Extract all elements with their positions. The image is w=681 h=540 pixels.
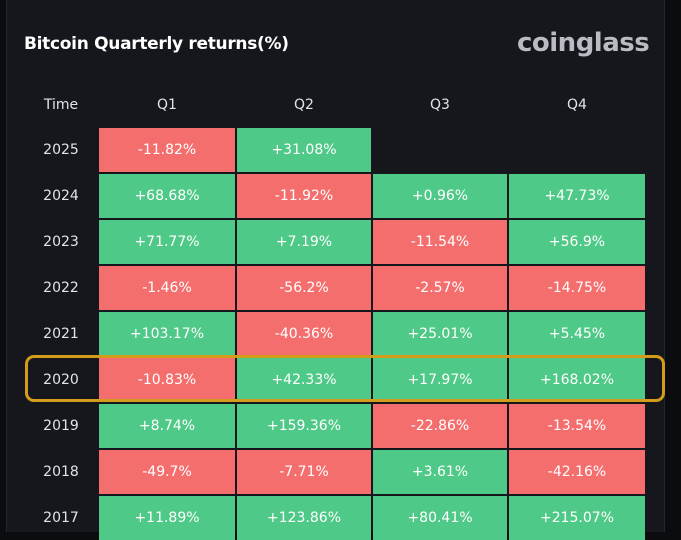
return-cell: +5.45% bbox=[509, 312, 645, 356]
return-cell: +80.41% bbox=[373, 496, 507, 540]
return-cell: +68.68% bbox=[99, 174, 235, 218]
return-cell: -14.75% bbox=[509, 266, 645, 310]
return-cell: +215.07% bbox=[509, 496, 645, 540]
coinglass-logo: coinglass bbox=[517, 28, 650, 58]
return-cell: +123.86% bbox=[237, 496, 371, 540]
return-cell: +31.08% bbox=[237, 128, 371, 172]
return-cell: -22.86% bbox=[373, 404, 507, 448]
return-cell: -49.7% bbox=[99, 450, 235, 494]
return-cell: -11.54% bbox=[373, 220, 507, 264]
return-cell: -56.2% bbox=[237, 266, 371, 310]
column-header-q2: Q2 bbox=[294, 97, 314, 113]
return-cell: -40.36% bbox=[237, 312, 371, 356]
row-year-label: 2023 bbox=[43, 234, 79, 250]
row-year-label: 2020 bbox=[43, 372, 79, 388]
row-year-label: 2019 bbox=[43, 418, 79, 434]
return-cell: +159.36% bbox=[237, 404, 371, 448]
column-header-q1: Q1 bbox=[157, 97, 177, 113]
return-cell: -10.83% bbox=[99, 358, 235, 402]
row-year-label: 2018 bbox=[43, 464, 79, 480]
return-cell: -2.57% bbox=[373, 266, 507, 310]
return-cell: -13.54% bbox=[509, 404, 645, 448]
return-cell: +17.97% bbox=[373, 358, 507, 402]
return-cell: -42.16% bbox=[509, 450, 645, 494]
return-cell: +168.02% bbox=[509, 358, 645, 402]
column-header-q3: Q3 bbox=[430, 97, 450, 113]
column-header-time: Time bbox=[43, 97, 79, 113]
return-cell: +42.33% bbox=[237, 358, 371, 402]
return-cell: +71.77% bbox=[99, 220, 235, 264]
return-cell: -1.46% bbox=[99, 266, 235, 310]
row-year-label: 2021 bbox=[43, 326, 79, 342]
return-cell: +103.17% bbox=[99, 312, 235, 356]
return-cell: +3.61% bbox=[373, 450, 507, 494]
return-cell: -11.82% bbox=[99, 128, 235, 172]
return-cell: +56.9% bbox=[509, 220, 645, 264]
return-cell: +7.19% bbox=[237, 220, 371, 264]
return-cell: +0.96% bbox=[373, 174, 507, 218]
return-cell: -11.92% bbox=[237, 174, 371, 218]
row-year-label: 2024 bbox=[43, 188, 79, 204]
return-cell: -7.71% bbox=[237, 450, 371, 494]
column-header-q4: Q4 bbox=[567, 97, 587, 113]
panel-title: Bitcoin Quarterly returns(%) bbox=[24, 34, 289, 54]
return-cell: +25.01% bbox=[373, 312, 507, 356]
return-cell: +47.73% bbox=[509, 174, 645, 218]
return-cell: +8.74% bbox=[99, 404, 235, 448]
row-year-label: 2022 bbox=[43, 280, 79, 296]
row-year-label: 2025 bbox=[43, 142, 79, 158]
row-year-label: 2017 bbox=[43, 510, 79, 526]
return-cell: +11.89% bbox=[99, 496, 235, 540]
